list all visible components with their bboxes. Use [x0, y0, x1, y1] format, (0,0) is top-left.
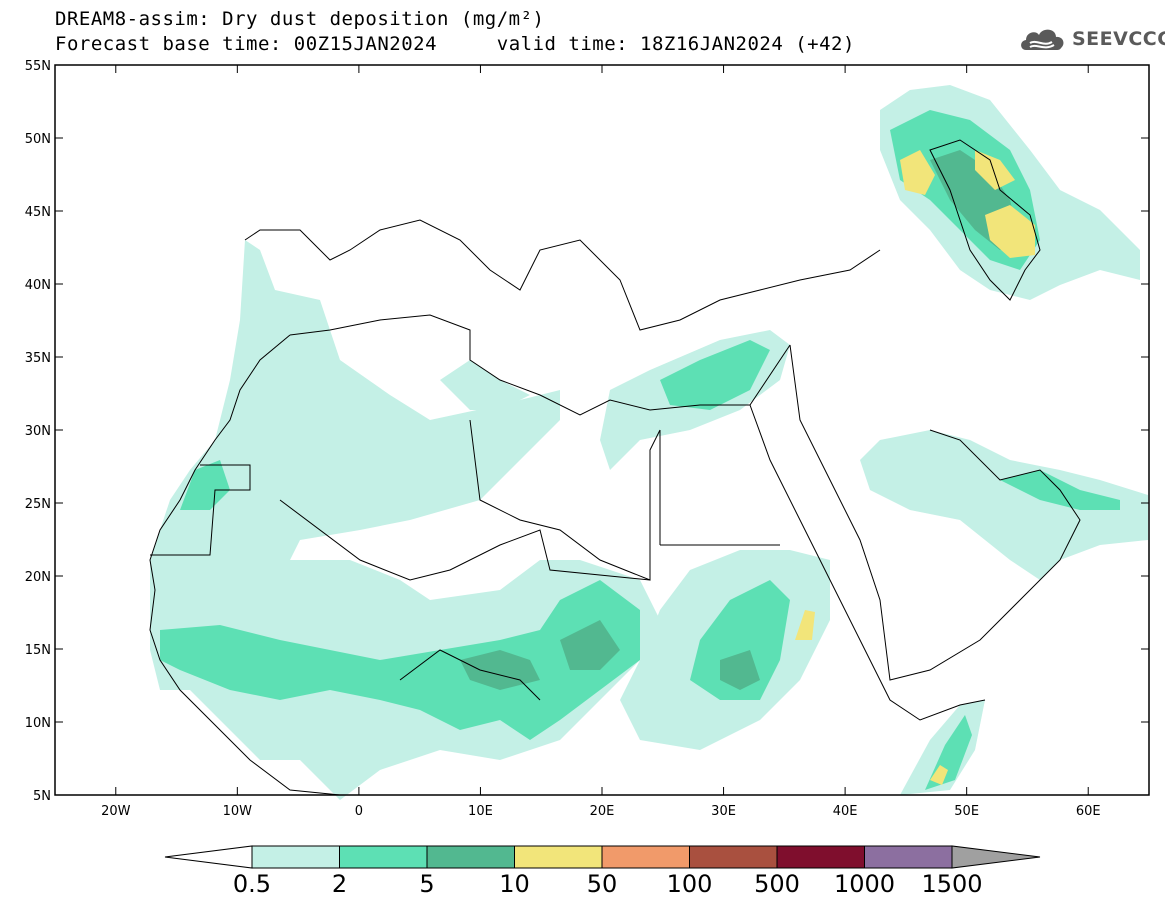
lon-label: 20E	[590, 804, 615, 819]
colorbar: 0.5 2 5 10 50 100 500 1000 1500	[164, 845, 1041, 898]
lat-label: 45N	[25, 205, 51, 220]
border-mauritania	[150, 464, 251, 556]
seevccc-logo: SEEVCCC	[1018, 24, 1165, 54]
base-time-label: Forecast base time: 00Z15JAN2024	[55, 33, 438, 55]
dust-region-darfur	[560, 620, 620, 670]
colorbar-label: 2	[332, 870, 347, 898]
colorbar-segment	[339, 845, 428, 869]
valid-time-label: valid time: 18Z16JAN2024 (+42)	[496, 33, 855, 55]
dust-region-sudan	[690, 580, 790, 700]
lat-label: 15N	[25, 643, 51, 658]
map-plot-area	[54, 64, 1150, 800]
lon-label: 40E	[833, 804, 858, 819]
coastline-arabia	[789, 344, 1081, 681]
forecast-times: Forecast base time: 00Z15JAN2024 valid t…	[55, 33, 855, 55]
colorbar-label: 1500	[921, 870, 982, 898]
map-axes: 55N 50N 45N 40N 35N 30N 25N 20N 15N 10N 5N 20W 10W 0 1…	[25, 59, 1149, 819]
colorbar-segment	[426, 845, 515, 869]
lat-label: 50N	[25, 132, 51, 147]
dust-region-sahel-mid	[160, 580, 640, 740]
lon-label: 50E	[954, 804, 979, 819]
colorbar-label: 10	[499, 870, 530, 898]
dust-region-somalia-peak	[930, 765, 948, 785]
lat-label: 5N	[33, 789, 51, 804]
colorbar-over-arrow	[951, 845, 1041, 869]
lat-label: 40N	[25, 278, 51, 293]
border-nigeria	[399, 649, 541, 701]
colorbar-label: 50	[587, 870, 618, 898]
lon-label: 0	[355, 804, 363, 819]
dust-region-sudan-core	[720, 650, 760, 690]
lon-label: 60E	[1076, 804, 1101, 819]
lon-label: 20W	[101, 804, 131, 819]
dust-region-morocco	[180, 460, 230, 510]
colorbar-segment	[514, 845, 603, 869]
colorbar-label: 5	[419, 870, 434, 898]
cloud-logo-icon	[1021, 29, 1064, 50]
dust-region-arabia	[860, 430, 1148, 580]
map-title: DREAM8-assim: Dry dust deposition (mg/m²…	[55, 8, 545, 30]
colorbar-label: 1000	[834, 870, 895, 898]
dust-region-caspian-peak-2	[975, 150, 1015, 190]
colorbar-segment	[864, 845, 953, 869]
dust-region-caspian-peak-1	[900, 150, 935, 195]
lon-label: 30E	[711, 804, 736, 819]
colorbar-label: 100	[667, 870, 713, 898]
colorbar-segment	[689, 845, 778, 869]
lat-label: 10N	[25, 716, 51, 731]
lat-label: 25N	[25, 497, 51, 512]
colorbar-under-arrow	[164, 845, 253, 869]
coastline-africa-west	[149, 334, 341, 796]
logo-text: SEEVCCC	[1072, 28, 1165, 50]
border-libya	[469, 419, 661, 581]
dust-region-ethiopia-peak	[795, 610, 815, 640]
border-mali	[279, 499, 651, 581]
colorbar-label: 500	[754, 870, 800, 898]
lat-label: 35N	[25, 351, 51, 366]
coastline-med-south	[289, 314, 791, 416]
lon-label: 10E	[468, 804, 493, 819]
coastline-europe	[244, 219, 881, 331]
coastlines-borders	[149, 139, 1081, 796]
lat-label: 30N	[25, 424, 51, 439]
colorbar-segment	[601, 845, 690, 869]
colorbar-segment	[251, 845, 340, 869]
dust-region-levant	[440, 360, 530, 410]
lat-label: 55N	[25, 59, 51, 74]
lon-label: 10W	[223, 804, 253, 819]
coastline-red-sea	[749, 404, 986, 721]
dust-region-caspian-peak-3	[985, 205, 1035, 258]
dust-deposition-field	[150, 85, 1148, 800]
dust-region-med	[660, 340, 770, 410]
colorbar-segment	[776, 845, 865, 869]
lat-label: 20N	[25, 570, 51, 585]
colorbar-label: 0.5	[233, 870, 271, 898]
coastline-caspian	[929, 139, 1041, 301]
